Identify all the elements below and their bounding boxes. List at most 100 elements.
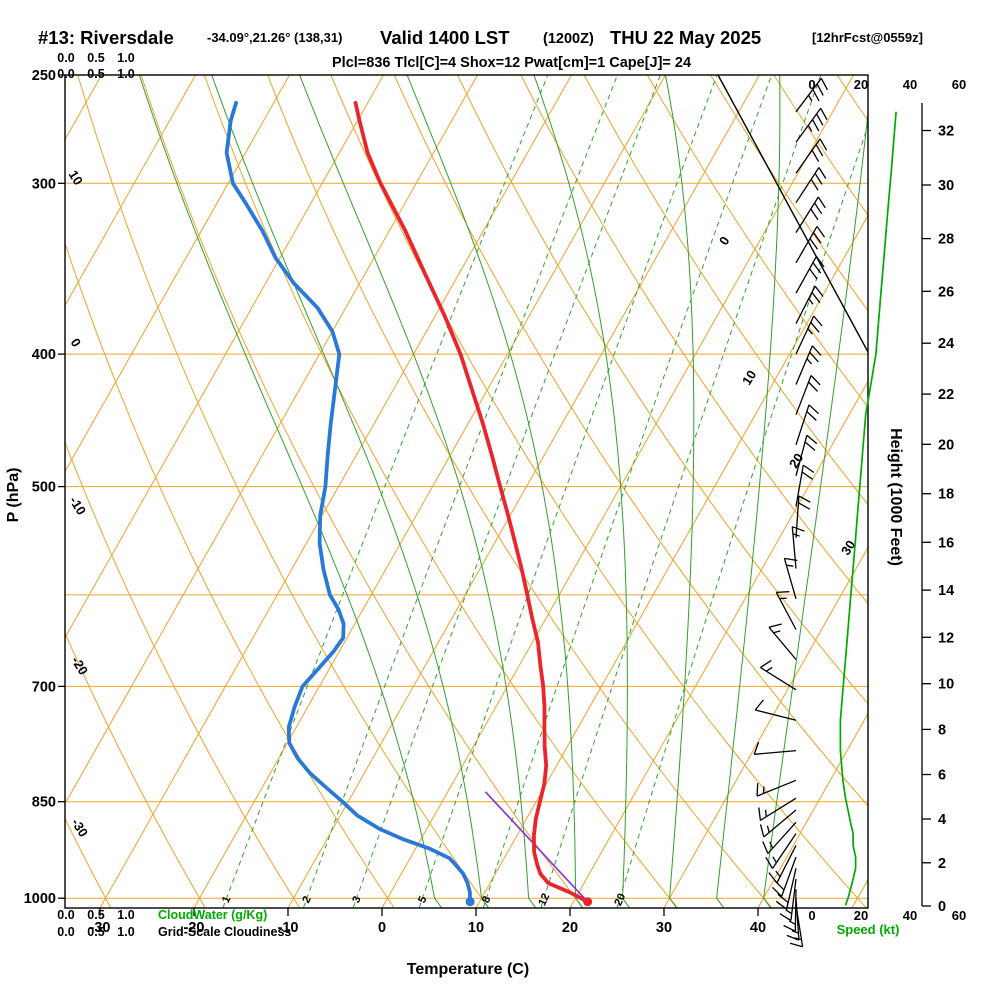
speed-scale-bottom: 0: [808, 908, 815, 923]
pressure-tick-label: 300: [32, 176, 56, 192]
temp-tick-label: 0: [378, 920, 386, 936]
temp-tick-label: 30: [656, 920, 672, 936]
valid-zulu: (1200Z): [543, 31, 594, 47]
mixing-ratio-lines: [222, 75, 868, 908]
station-title: #13: Riversdale: [38, 27, 174, 48]
temperature-curve: [353, 100, 590, 904]
temp-tick-label: 40: [750, 920, 766, 936]
dry-adiabat-label: 0: [68, 336, 85, 350]
moist-adiabats: [138, 75, 868, 908]
cloudiness-scale-bottom: 0.5: [87, 925, 104, 939]
pressure-tick-label: 1000: [24, 891, 56, 907]
wind-barbs: [753, 77, 828, 948]
isotherm-label: 30: [838, 538, 858, 558]
height-tick-label: 22: [938, 387, 954, 403]
speed-scale-bottom: 40: [903, 908, 917, 923]
pressure-axis-title: P (hPa): [5, 468, 22, 523]
height-tick-label: 10: [938, 677, 954, 693]
axis-titles: P (hPa) Height (1000 Feet) Temperature (…: [5, 428, 904, 978]
indices-line: Plcl=836 Tlcl[C]=4 Shox=12 Pwat[cm]=1 Ca…: [332, 55, 691, 71]
pressure-tick-label: 500: [32, 480, 56, 496]
mixing-ratio-labels: 1 2 3 5 8 12 20: [220, 892, 628, 908]
height-tick-label: 12: [938, 630, 954, 646]
mixing-ratio-label: 12: [536, 892, 552, 908]
speed-scale-top: 0: [808, 77, 815, 92]
plot-border: [64, 74, 869, 909]
height-axis-title: Height (1000 Feet): [887, 428, 904, 566]
surface-dewpoint-dot: [465, 897, 475, 907]
cloudiness-scale-bottom: 1.0: [117, 925, 134, 939]
dry-adiabat-label: 10: [66, 168, 86, 188]
pressure-tick-label: 700: [32, 679, 56, 695]
height-tick-label: 0: [938, 899, 946, 915]
header: #13: Riversdale -34.09°,21.26° (138,31) …: [38, 27, 923, 71]
cloudwater-scale-top: 1.0: [117, 51, 134, 65]
temp-tick-label: -30: [90, 920, 111, 936]
pressure-tick-label: 850: [32, 795, 56, 811]
cloud-scales: 0.0 0.0 0.0 0.0 0.5 0.5 0.5 0.5 1.0 1.0 1.0 1.0: [57, 51, 134, 939]
mixing-ratio-label: 5: [416, 894, 429, 905]
mixing-ratio-label: 8: [480, 894, 493, 905]
speed-scale-bottom: 60: [952, 908, 966, 923]
forecast-tag: [12hrFcst@0559z]: [812, 30, 923, 45]
height-tick-label: 8: [938, 722, 946, 738]
speed-scale-top: 20: [854, 77, 868, 92]
cloudwater-scale-bottom: 1.0: [117, 908, 134, 922]
temp-axis-title: Temperature (C): [407, 961, 529, 978]
height-tick-label: 30: [938, 178, 954, 194]
pressure-tick-label: 250: [32, 68, 56, 84]
station-coords: -34.09°,21.26° (138,31): [207, 30, 342, 45]
cloudiness-scale-top: 1.0: [117, 67, 134, 81]
isotherm-label: 10: [739, 368, 759, 388]
height-tick-label: 4: [938, 812, 946, 828]
height-tick-label: 6: [938, 768, 946, 784]
temp-tick-label: 10: [468, 920, 484, 936]
height-tick-label: 14: [938, 583, 954, 599]
grid-orange: [65, 75, 868, 908]
height-tick-label: 18: [938, 487, 954, 503]
profiles: [224, 100, 593, 907]
mixing-ratio-label: 2: [300, 894, 313, 905]
temp-tick-label: -10: [278, 920, 299, 936]
cloudiness-scale-top: 0.0: [57, 67, 74, 81]
dry-adiabat-label: -30: [68, 816, 91, 840]
cloudwater-scale-bottom: 0.5: [87, 908, 104, 922]
cloudwater-scale-top: 0.0: [57, 51, 74, 65]
surface-temp-dot: [583, 897, 593, 907]
cloudwater-axis-title: CloudWater (g/Kg): [158, 908, 267, 922]
height-tick-label: 24: [938, 336, 954, 352]
speed-scale-bottom: 20: [854, 908, 868, 923]
height-tick-label: 32: [938, 123, 954, 139]
speed-scale-top: 60: [952, 77, 966, 92]
dewpoint-curve: [224, 100, 473, 904]
mixing-ratio-label: 3: [350, 894, 363, 905]
cloudiness-axis-title: Grid-Scale Cloudiness: [158, 925, 291, 939]
cloudwater-scale-top: 0.5: [87, 51, 104, 65]
height-tick-label: 20: [938, 437, 954, 453]
cloudwater-scale-bottom: 0.0: [57, 908, 74, 922]
speed-scale-top: 40: [903, 77, 917, 92]
height-tick-label: 26: [938, 284, 954, 300]
mixing-ratio-label: 1: [220, 894, 233, 905]
height-tick-label: 2: [938, 856, 946, 872]
speed-axis-title: Speed (kt): [837, 922, 900, 937]
valid-date: THU 22 May 2025: [610, 27, 761, 48]
valid-time: Valid 1400 LST: [380, 27, 510, 48]
isotherm-label: 0: [716, 234, 733, 248]
pressure-tick-label: 400: [32, 347, 56, 363]
dry-adiabat-label: -10: [66, 494, 89, 518]
speed-profile: [839, 111, 897, 906]
dry-adiabat-label: -20: [68, 654, 91, 678]
mixing-ratio-label: 20: [612, 892, 628, 908]
height-tick-label: 16: [938, 535, 954, 551]
cloudiness-scale-bottom: 0.0: [57, 925, 74, 939]
cloudiness-scale-top: 0.5: [87, 67, 104, 81]
temp-tick-label: 20: [562, 920, 578, 936]
height-tick-label: 28: [938, 232, 954, 248]
